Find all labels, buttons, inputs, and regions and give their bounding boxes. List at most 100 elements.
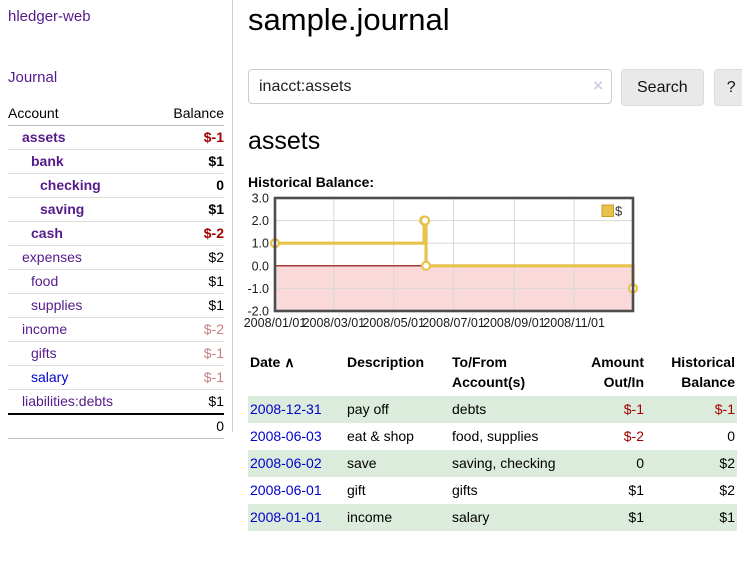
transaction-description: save: [347, 455, 377, 471]
svg-text:2008/05/01: 2008/05/01: [362, 316, 425, 330]
transaction-balance: $-1: [714, 401, 735, 417]
account-link-gifts[interactable]: gifts: [31, 345, 57, 361]
account-balance: 0: [216, 177, 224, 193]
register-table-body: 2008-12-31 pay off debts $-1 $-1 2008-06-03 ea…: [248, 396, 737, 531]
legend-swatch-icon: [601, 204, 614, 217]
transaction-date-link[interactable]: 2008-06-02: [250, 455, 322, 471]
transaction-balance: 0: [727, 428, 735, 444]
historical-balance-chart: 3.0 2.0 1.0 0.0 -1.0 -2.02008/01/012008/03/01…: [244, 192, 639, 330]
sidebar-account-row: assets $-1: [8, 125, 224, 150]
account-balance: $2: [208, 249, 224, 265]
app-layout: hledger-web Journal Account Balance asse…: [0, 0, 742, 531]
transaction-date-link[interactable]: 2008-06-03: [250, 428, 322, 444]
search-input[interactable]: [248, 69, 612, 104]
transaction-accounts: debts: [452, 401, 487, 417]
account-link-checking[interactable]: checking: [40, 177, 101, 193]
clear-search-icon[interactable]: ×: [593, 76, 603, 95]
register-header-historical-balance: Historical Balance: [671, 354, 735, 390]
balance-column-header: Balance: [173, 105, 224, 121]
svg-text:2008/11/01: 2008/11/01: [543, 316, 605, 330]
account-link-salary[interactable]: salary: [31, 369, 69, 385]
account-balance: $1: [208, 393, 224, 409]
transaction-balance: $1: [719, 509, 735, 525]
transaction-amount: $-2: [623, 428, 644, 444]
register-header-description: Description: [347, 354, 425, 370]
transaction-date-link[interactable]: 2008-01-01: [250, 509, 322, 525]
svg-text:-1.0: -1.0: [247, 282, 269, 296]
transaction-description: income: [347, 509, 393, 525]
transaction-amount: $1: [628, 509, 644, 525]
sidebar-account-row: liabilities:debts $1: [8, 389, 224, 415]
transaction-amount: $1: [628, 482, 644, 498]
register-row: 2008-12-31 pay off debts $-1 $-1: [248, 396, 737, 423]
transaction-amount: $-1: [623, 401, 644, 417]
account-link-liabilities-debts[interactable]: liabilities:debts: [22, 393, 114, 409]
search-button[interactable]: Search: [621, 69, 704, 106]
svg-text:2008/07/01: 2008/07/01: [422, 316, 485, 330]
register-header-row: Date ∧ Description To/From Account(s) Amount…: [248, 349, 737, 396]
account-link-food[interactable]: food: [31, 273, 59, 289]
account-link-expenses[interactable]: expenses: [22, 249, 82, 265]
account-link-bank[interactable]: bank: [31, 153, 64, 169]
sidebar-account-row: saving $1: [8, 197, 224, 222]
svg-text:2008/01/01: 2008/01/01: [244, 316, 307, 330]
search-form: × Search ?: [248, 69, 742, 106]
svg-text:2008/09/01: 2008/09/01: [483, 316, 546, 330]
register-row: 2008-06-01 gift gifts $1 $2: [248, 477, 737, 504]
transaction-date-link[interactable]: 2008-06-01: [250, 482, 322, 498]
sidebar-account-row: salary $-1: [8, 365, 224, 390]
register-row: 2008-06-03 eat & shop food, supplies $-2 0: [248, 423, 737, 450]
sidebar-account-row: bank $1: [8, 149, 224, 174]
account-balance: $1: [208, 201, 224, 217]
transaction-accounts: salary: [452, 509, 490, 525]
search-box: ×: [248, 69, 612, 104]
main-content: sample.journal × Search ? assets Histori…: [233, 0, 742, 531]
help-button[interactable]: ?: [713, 69, 742, 106]
transaction-accounts: food, supplies: [452, 428, 539, 444]
svg-text:2.0: 2.0: [252, 214, 269, 228]
svg-text:-2.0: -2.0: [247, 305, 269, 319]
register-header-to-from-account-s-: To/From Account(s): [452, 354, 526, 390]
sidebar-item-journal[interactable]: Journal: [8, 69, 58, 86]
transaction-accounts: saving, checking: [452, 455, 556, 471]
svg-text:0.0: 0.0: [252, 259, 269, 273]
transaction-description: pay off: [347, 401, 389, 417]
account-balance: $-2: [203, 321, 224, 337]
sidebar-account-row: supplies $1: [8, 293, 224, 318]
transaction-balance: $2: [719, 482, 735, 498]
register-table: Date ∧ Description To/From Account(s) Amount…: [248, 349, 737, 531]
svg-text:3.0: 3.0: [252, 192, 269, 206]
account-link-saving[interactable]: saving: [40, 201, 85, 217]
sidebar-account-row: income $-2: [8, 317, 224, 342]
sidebar-account-row: gifts $-1: [8, 341, 224, 366]
account-link-assets[interactable]: assets: [22, 129, 66, 145]
register-row: 2008-06-02 save saving, checking 0 $2: [248, 450, 737, 477]
sidebar-account-table-body: assets $-1 bank $1 checking 0 saving $1 cash $-2 e…: [8, 125, 224, 439]
account-link-cash[interactable]: cash: [31, 225, 63, 241]
account-heading: assets: [248, 127, 321, 155]
sidebar-account-table: Account Balance assets $-1 bank $1 checking 0…: [8, 102, 224, 439]
account-link-supplies[interactable]: supplies: [31, 297, 83, 313]
sidebar: hledger-web Journal Account Balance asse…: [0, 0, 233, 439]
account-link-income[interactable]: income: [22, 321, 68, 337]
transaction-balance: $2: [719, 455, 735, 471]
page-title: sample.journal: [248, 2, 450, 37]
sidebar-total-value: 0: [216, 418, 224, 434]
account-balance: $-2: [203, 225, 224, 241]
account-balance: $1: [208, 297, 224, 313]
transaction-date-link[interactable]: 2008-12-31: [250, 401, 322, 417]
register-header-date[interactable]: Date ∧: [250, 354, 295, 370]
sidebar-account-row: expenses $2: [8, 245, 224, 270]
sort-asc-icon: ∧: [284, 354, 295, 370]
brand-link[interactable]: hledger-web: [8, 8, 91, 25]
account-balance: $1: [208, 153, 224, 169]
register-header-amount-out-in: Amount Out/In: [591, 354, 644, 390]
sidebar-total-row: 0: [8, 414, 224, 439]
account-balance: $-1: [203, 129, 224, 145]
transaction-amount: 0: [636, 455, 644, 471]
sidebar-account-row: checking 0: [8, 173, 224, 198]
transaction-description: gift: [347, 482, 366, 498]
chart-legend: $: [601, 204, 623, 219]
svg-text:2008/03/01: 2008/03/01: [303, 316, 366, 330]
sidebar-account-row: cash $-2: [8, 221, 224, 246]
